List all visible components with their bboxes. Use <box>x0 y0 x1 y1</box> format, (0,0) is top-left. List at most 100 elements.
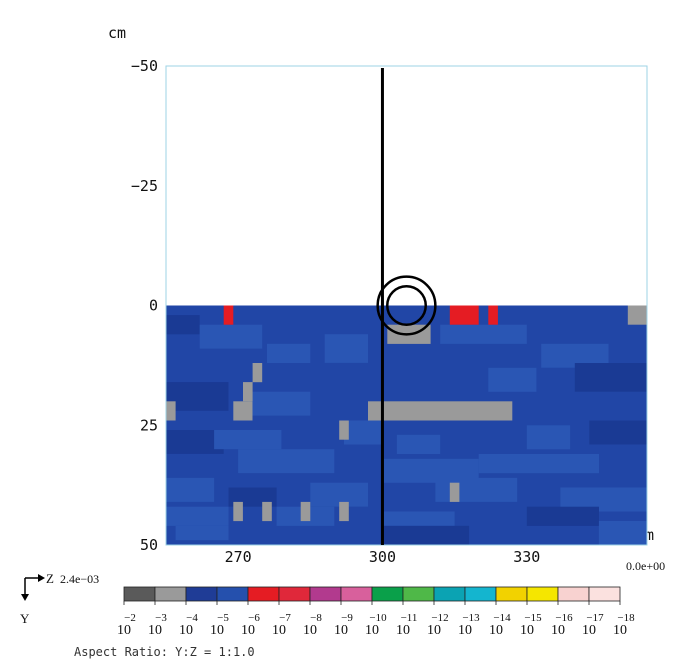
heatmap-cell <box>478 454 599 474</box>
legend-swatch <box>588 586 621 602</box>
heatmap-cell <box>262 501 272 522</box>
legend-base-label: 10 <box>520 623 534 638</box>
legend-swatch <box>123 586 156 602</box>
legend-exponent-label: −6 <box>248 612 260 624</box>
heatmap-cell <box>166 382 229 411</box>
heatmap-cell <box>344 420 383 445</box>
legend-exponent-label: −10 <box>369 612 387 624</box>
aspect-ratio-label: Aspect Ratio: Y:Z = 1:1.0 <box>74 645 255 659</box>
y-tick-label: −50 <box>131 57 158 75</box>
heatmap-cell <box>214 430 282 450</box>
legend-exponent-label: −9 <box>341 612 353 624</box>
legend-swatch <box>495 586 528 602</box>
y-tick-label: 25 <box>140 416 158 434</box>
heatmap-cell <box>166 401 176 421</box>
color-legend: 10−210−310−410−510−610−710−810−910−1010−… <box>117 586 635 638</box>
legend-base-label: 10 <box>303 623 317 638</box>
heatmap-cell <box>166 506 229 526</box>
y-tick-label: 50 <box>140 536 158 554</box>
heatmap-cell <box>488 305 498 325</box>
legend-swatch <box>526 586 559 602</box>
legend-swatch <box>340 586 373 602</box>
heatmap-cell <box>300 501 311 522</box>
legend-exponent-label: −17 <box>586 612 604 624</box>
heatmap-cell <box>574 363 647 392</box>
legend-base-label: 10 <box>179 623 193 638</box>
heatmap-cell <box>233 401 253 421</box>
heatmap-cell <box>368 401 513 421</box>
legend-exponent-label: −15 <box>524 612 542 624</box>
y-arrow-head <box>21 594 29 601</box>
legend-base-label: 10 <box>334 623 348 638</box>
legend-swatch <box>216 586 249 602</box>
legend-base-label: 10 <box>148 623 162 638</box>
heatmap-cell <box>324 334 368 363</box>
legend-base-label: 10 <box>489 623 503 638</box>
legend-exponent-label: −4 <box>186 612 198 624</box>
heatmap-cell <box>598 521 647 545</box>
heatmap-cell <box>223 305 234 325</box>
heatmap-cell <box>310 482 368 507</box>
heatmap-cell <box>233 501 243 522</box>
legend-base-label: 10 <box>427 623 441 638</box>
heatmap-cell <box>199 324 263 349</box>
outer-ring <box>376 275 437 336</box>
legend-swatch <box>433 586 466 602</box>
axis-direction-indicator: Z Y <box>20 571 54 626</box>
legend-swatch <box>309 586 342 602</box>
heatmap-cell <box>627 305 647 325</box>
legend-swatch <box>247 586 280 602</box>
z-direction-label: Z <box>46 571 54 586</box>
heatmap-cell <box>440 324 527 344</box>
y-axis-ticks: −50 −25 0 25 50 <box>131 57 158 554</box>
z-axis-ticks: 270 300 330 <box>225 548 541 566</box>
heatmap-cell <box>166 315 200 335</box>
z-tick-label: 330 <box>513 548 540 566</box>
legend-exponent-label: −12 <box>431 612 448 624</box>
heatmap-cell <box>435 477 518 502</box>
y-direction-label: Y <box>20 611 30 626</box>
heatmap-cell <box>175 525 229 541</box>
z-tick-label: 270 <box>225 548 252 566</box>
heatmap-cell <box>382 525 470 545</box>
heatmap-cell <box>396 434 441 454</box>
legend-base-label: 10 <box>458 623 472 638</box>
legend-base-label: 10 <box>210 623 224 638</box>
legend-base-label: 10 <box>613 623 627 638</box>
legend-swatch <box>371 586 404 602</box>
legend-swatch <box>464 586 497 602</box>
scale-min-label: 0.0e+00 <box>626 559 665 573</box>
legend-exponent-label: −5 <box>217 612 229 624</box>
heatmap-cell <box>541 343 609 368</box>
heatmap-cell <box>339 501 349 522</box>
legend-exponent-label: −2 <box>124 612 136 624</box>
legend-base-label: 10 <box>241 623 255 638</box>
legend-exponent-label: −18 <box>617 612 635 624</box>
heatmap-cell <box>526 425 571 450</box>
heatmap-cell <box>252 363 263 383</box>
inner-ring <box>386 285 427 326</box>
legend-exponent-label: −13 <box>462 612 480 624</box>
scale-max-label: 2.4e−03 <box>60 572 99 586</box>
heatmap-cell <box>267 343 311 363</box>
heatmap-cell <box>449 305 479 325</box>
legend-exponent-label: −8 <box>310 612 322 624</box>
legend-base-label: 10 <box>551 623 565 638</box>
legend-swatch <box>185 586 218 602</box>
y-unit-label: cm <box>108 24 126 42</box>
legend-swatch <box>402 586 435 602</box>
heatmap-cell <box>526 506 599 526</box>
heatmap-cell <box>339 420 349 440</box>
legend-swatch <box>154 586 187 602</box>
legend-base-label: 10 <box>117 623 131 638</box>
legend-base-label: 10 <box>365 623 379 638</box>
y-tick-label: −25 <box>131 177 158 195</box>
y-tick-label: 0 <box>149 297 158 315</box>
legend-exponent-label: −11 <box>401 612 418 624</box>
heatmap-cell <box>243 382 253 402</box>
z-tick-label: 300 <box>369 548 396 566</box>
heatmap-cell <box>488 367 537 392</box>
heatmap-cell <box>238 449 335 474</box>
heatmap-cell <box>166 477 215 502</box>
